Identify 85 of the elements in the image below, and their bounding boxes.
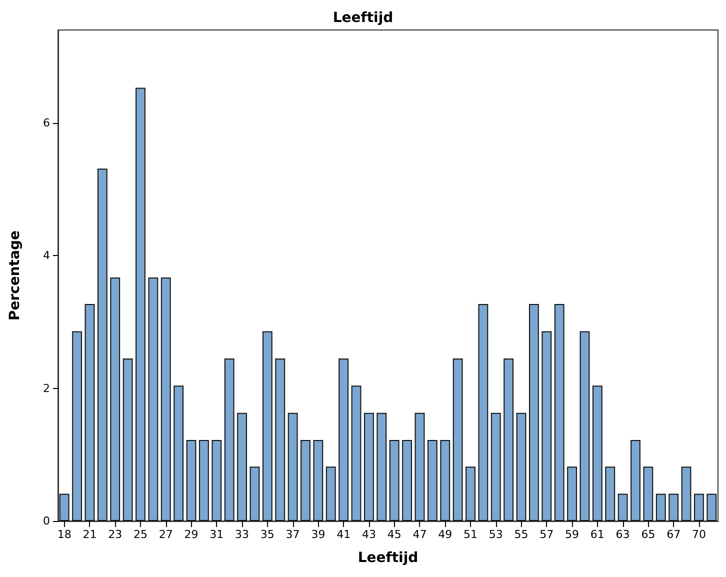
x-tick-label: 43: [362, 528, 376, 541]
x-tick-label: 37: [286, 528, 300, 541]
x-tick-label: 63: [616, 528, 630, 541]
bar: [466, 466, 476, 521]
x-tick-label: 27: [158, 528, 173, 541]
bar: [529, 304, 539, 521]
bar: [504, 358, 514, 521]
bar: [376, 412, 387, 521]
x-tick-label: 49: [438, 528, 452, 541]
x-tick-label: 31: [210, 528, 224, 541]
bar: [554, 304, 564, 521]
bar: [122, 358, 133, 521]
bar: [542, 331, 552, 521]
bar: [186, 440, 196, 521]
bar: [427, 440, 438, 521]
bar: [681, 466, 692, 521]
x-tick-label: 65: [641, 528, 656, 541]
bar: [110, 277, 120, 521]
bar: [389, 440, 400, 521]
bar: [237, 412, 247, 521]
bar: [694, 494, 704, 521]
bar: [199, 440, 209, 521]
bar: [275, 358, 286, 521]
bar: [338, 358, 349, 521]
bar: [656, 494, 666, 521]
bar: [516, 412, 526, 521]
bar: [160, 277, 171, 521]
x-tick-label: 70: [692, 528, 706, 541]
y-tick-label: 6: [43, 116, 50, 130]
bar: [605, 466, 616, 521]
x-tick-label: 35: [260, 528, 274, 541]
bar: [136, 88, 146, 521]
bar: [580, 331, 590, 521]
bar: [59, 494, 70, 521]
bar: [262, 331, 272, 521]
x-tick-label: 39: [311, 528, 326, 541]
x-tick-label: 59: [565, 528, 580, 541]
bar: [440, 440, 450, 521]
x-tick-label: 25: [134, 528, 148, 541]
bar: [478, 304, 488, 521]
bar: [414, 412, 425, 521]
bar: [148, 277, 158, 521]
bar: [288, 412, 298, 521]
x-tick-label: 29: [184, 528, 198, 541]
x-tick-label: 33: [235, 528, 250, 541]
bar: [643, 466, 654, 521]
x-tick-label: 41: [336, 528, 351, 541]
x-tick-label: 61: [590, 528, 604, 541]
x-tick-label: 45: [387, 528, 402, 541]
x-axis-title: Leeftijd: [358, 550, 418, 566]
bar: [97, 168, 108, 521]
bar: [452, 358, 463, 521]
bar: [84, 304, 95, 521]
x-tick-label: 57: [540, 528, 554, 541]
bar: [224, 358, 234, 521]
bar: [364, 412, 374, 521]
bar: [592, 386, 602, 521]
bar: [300, 440, 310, 521]
bar: [490, 412, 501, 521]
x-tick-label: 53: [488, 528, 503, 541]
bar: [567, 466, 577, 521]
x-tick-label: 23: [108, 528, 122, 541]
bar: [212, 440, 222, 521]
bar: [630, 440, 640, 521]
bar: [351, 386, 362, 521]
bar: [618, 494, 628, 521]
bar: [72, 331, 82, 521]
bar: [174, 386, 184, 521]
chart-title: Leeftijd: [332, 10, 394, 26]
y-tick-label: 0: [43, 514, 50, 528]
y-tick-label: 4: [43, 249, 50, 262]
bar: [326, 466, 336, 521]
bar: [250, 466, 260, 521]
x-tick-label: 21: [82, 528, 97, 541]
bar: [668, 494, 679, 521]
x-tick-label: 51: [464, 528, 478, 541]
y-axis-title: Percentage: [7, 230, 23, 321]
bar: [706, 494, 717, 521]
x-tick-label: 47: [412, 528, 427, 541]
x-tick-label: 67: [666, 528, 681, 541]
bar: [402, 440, 412, 521]
x-tick-label: 18: [57, 528, 72, 541]
y-tick-label: 2: [43, 382, 50, 395]
x-tick-label: 55: [514, 528, 528, 541]
bar: [313, 440, 324, 521]
